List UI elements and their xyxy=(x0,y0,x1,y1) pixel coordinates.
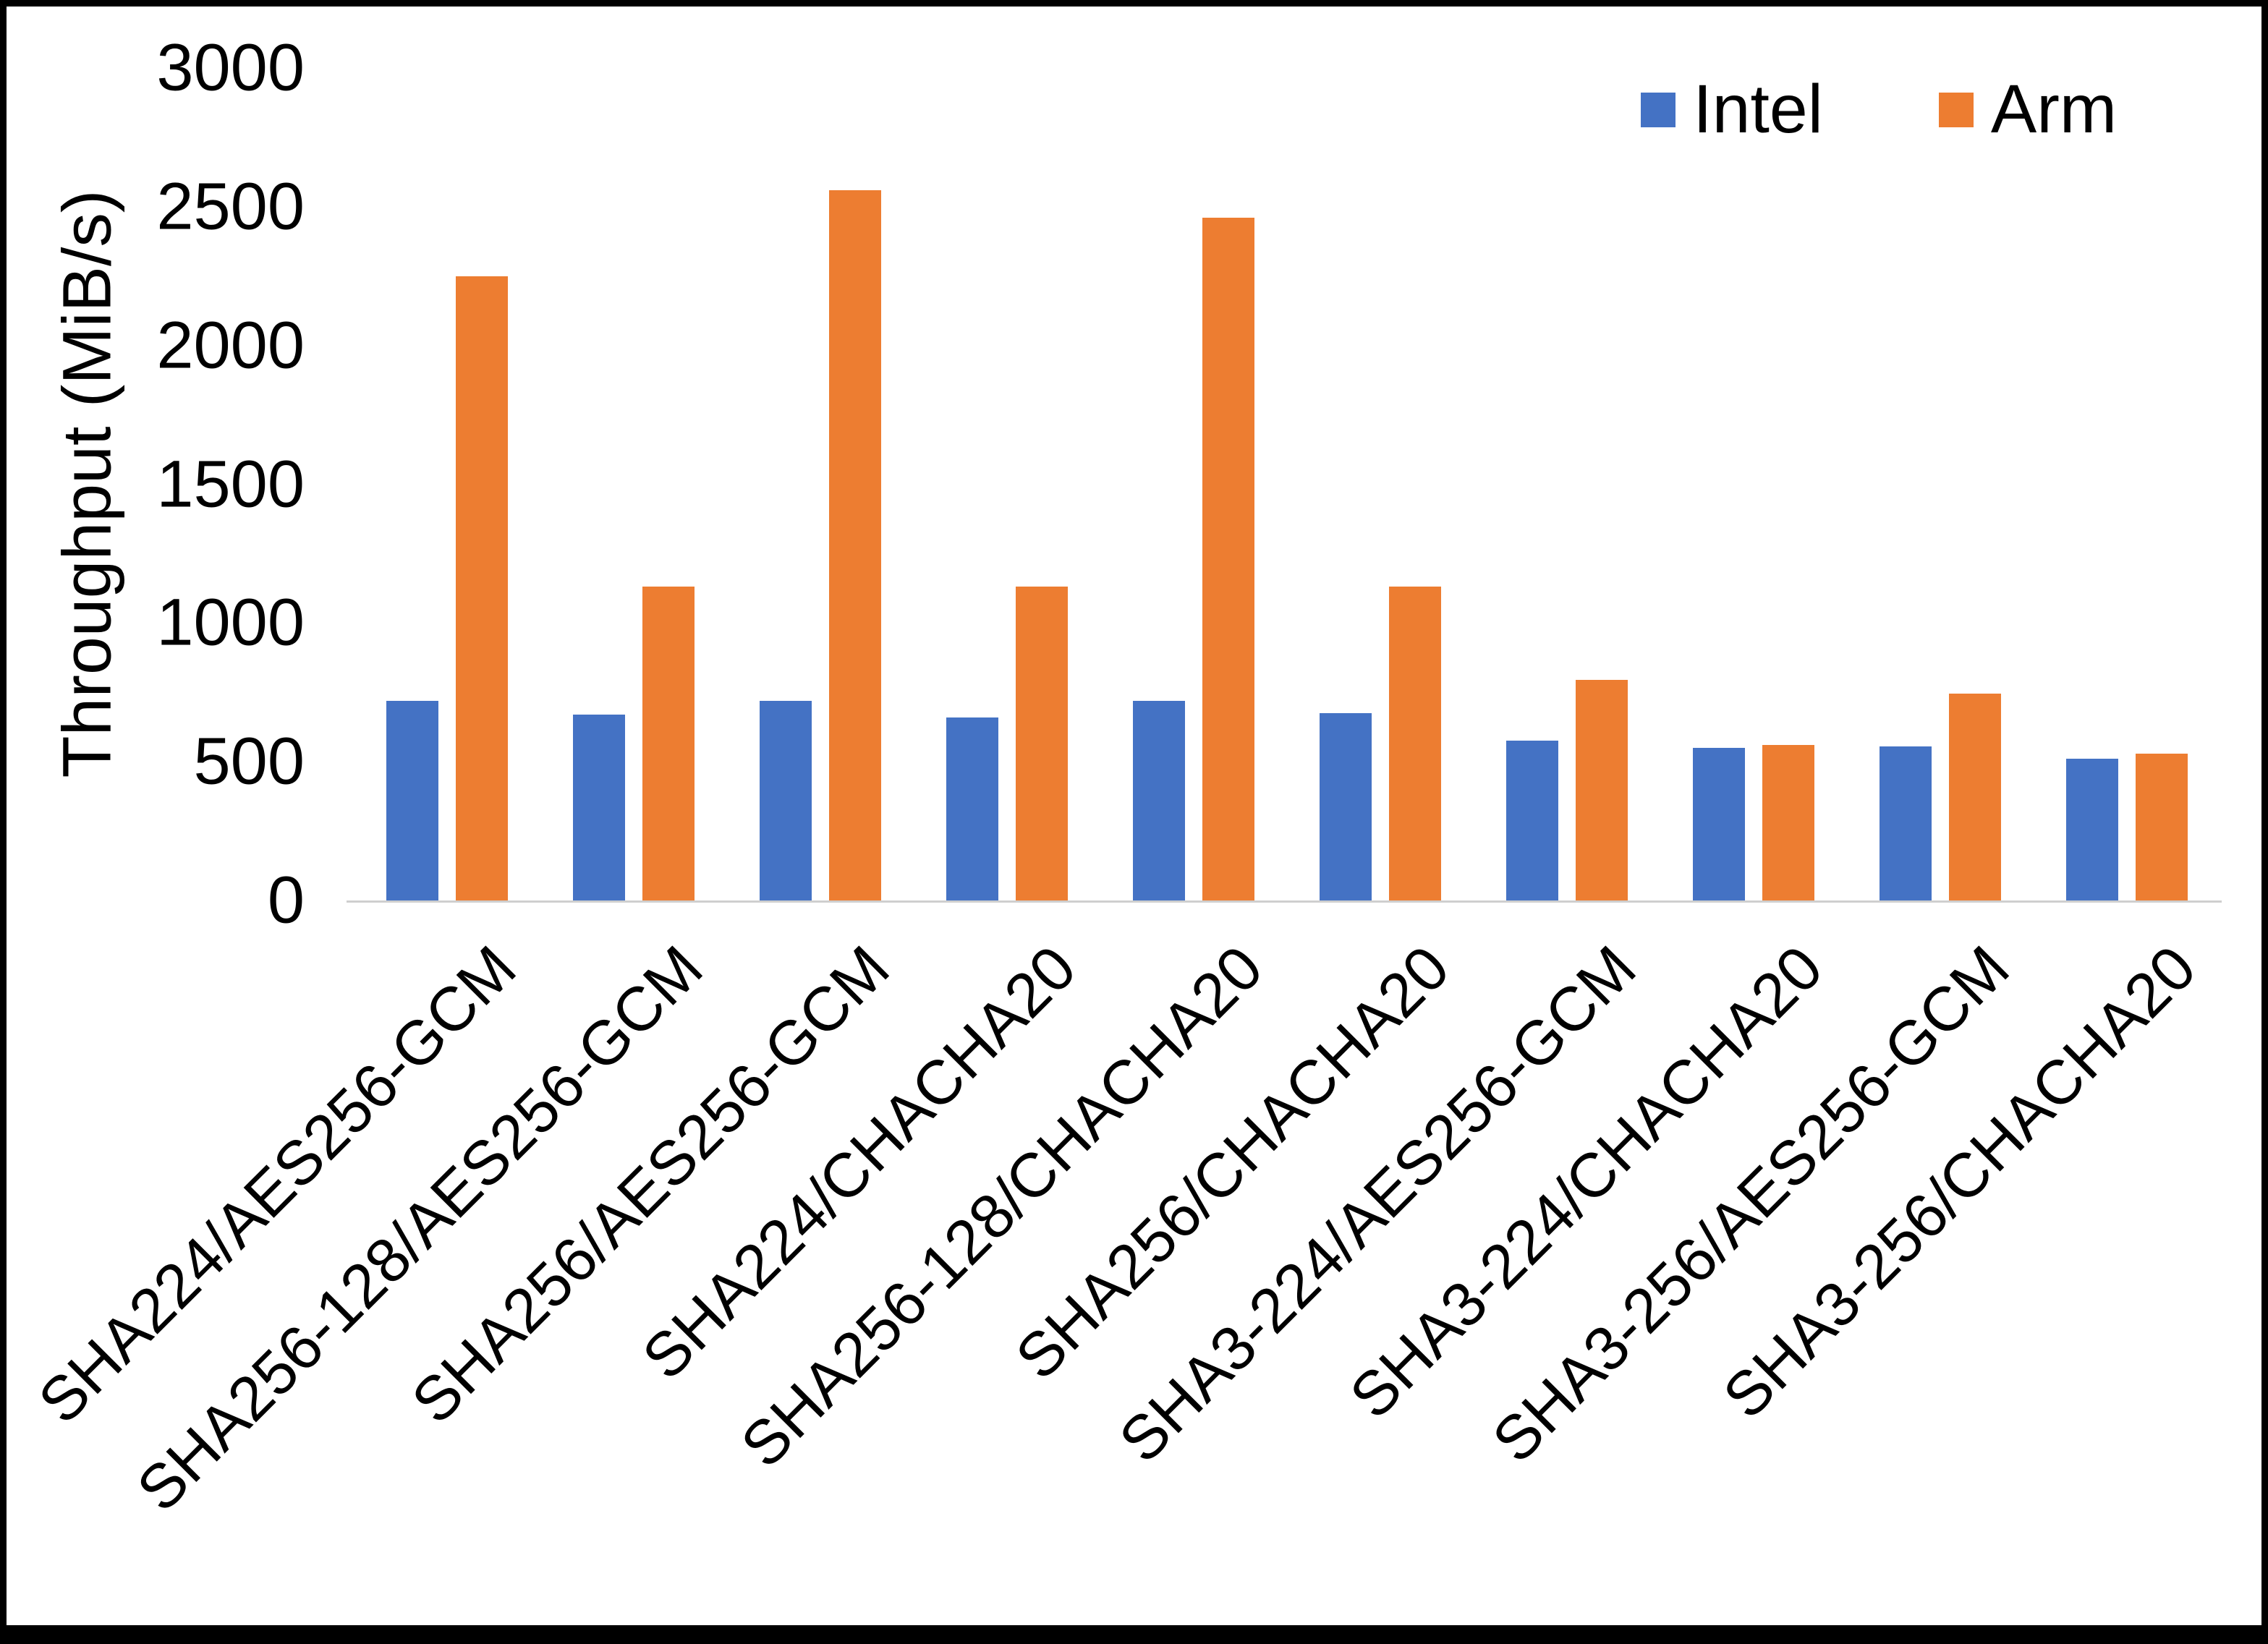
legend-item-arm: Arm xyxy=(1938,70,2117,149)
bar-intel xyxy=(386,700,438,900)
bar-intel xyxy=(573,714,625,900)
bar-arm xyxy=(2136,753,2188,900)
bar-arm xyxy=(1762,745,1814,900)
bar-intel xyxy=(1693,747,1745,900)
y-tick-label: 1500 xyxy=(156,447,305,521)
y-tick-label: 2000 xyxy=(156,308,305,383)
bar-arm xyxy=(1949,694,2001,900)
bar-intel xyxy=(760,700,812,900)
bar-arm xyxy=(1202,218,1254,900)
bar-arm xyxy=(1016,587,1068,900)
bar-arm xyxy=(1389,587,1441,900)
intel-swatch xyxy=(1641,92,1676,127)
bar-arm xyxy=(456,276,508,900)
bar-intel xyxy=(1880,746,1932,900)
bar-intel xyxy=(1506,741,1558,900)
y-tick-label: 1000 xyxy=(156,585,305,660)
y-tick-label: 500 xyxy=(193,724,305,798)
legend: Intel Arm xyxy=(1641,70,2117,149)
arm-swatch xyxy=(1938,92,1974,127)
bar-intel xyxy=(1133,700,1185,900)
y-axis-ticks: 0 500 1000 1500 2000 2500 3000 xyxy=(7,31,305,937)
legend-item-intel: Intel xyxy=(1641,70,1823,149)
bar-arm xyxy=(829,189,881,900)
plot-area xyxy=(354,68,2220,900)
x-axis-line xyxy=(347,900,2222,903)
legend-label-intel: Intel xyxy=(1693,71,1823,148)
y-tick-label: 3000 xyxy=(156,30,305,105)
legend-label-arm: Arm xyxy=(1990,71,2117,148)
y-tick-label: 0 xyxy=(267,863,305,937)
bar-arm xyxy=(1576,680,1628,900)
bar-intel xyxy=(2066,759,2118,900)
y-tick-label: 2500 xyxy=(156,169,305,244)
bar-arm xyxy=(642,587,695,900)
bar-intel xyxy=(946,717,998,900)
bar-intel xyxy=(1320,713,1372,900)
